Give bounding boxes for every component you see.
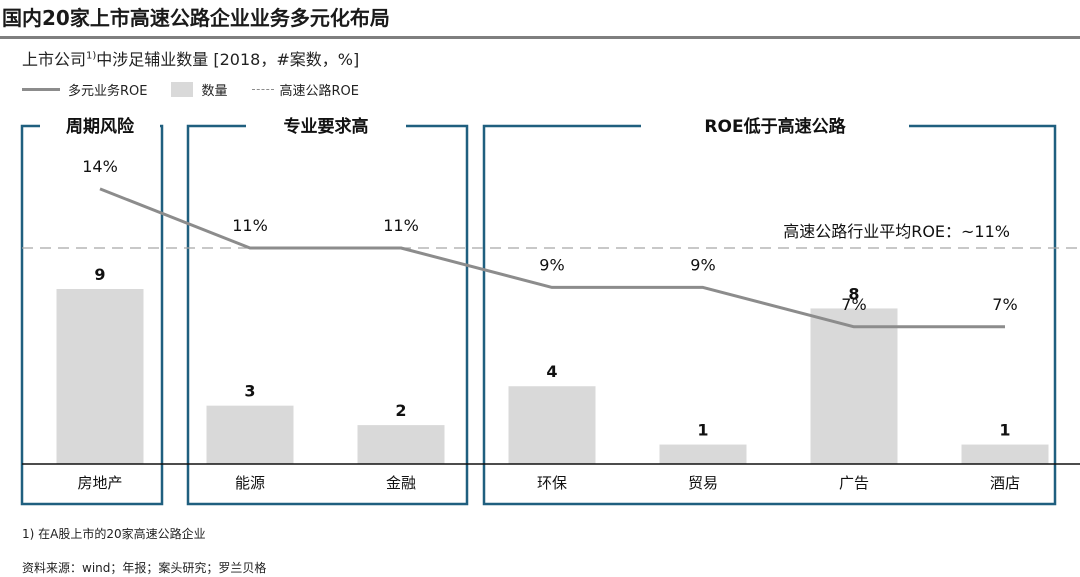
legend-item-avg: 高速公路ROE [251,80,359,99]
bar-value-label-5: 1 [697,421,708,440]
subtitle-main: 上市公司 [22,50,87,69]
legend-bar-swatch [171,82,194,97]
subtitle-footnote-mark: 1) [86,50,97,62]
roe-label-2: 11% [232,216,268,235]
legend-item-bar: 数量 [171,80,228,99]
category-label-5: 贸易 [688,474,718,492]
page-title: 国内20家上市高速公路企业业务多元化布局 [2,6,390,30]
roe-label-6: 7% [841,295,866,314]
roe-line-series [99,187,1005,329]
group-title-bg-1 [40,114,160,138]
bar-value-label-1: 9 [94,265,105,284]
category-label-6: 广告 [839,474,869,492]
title-divider [0,36,1080,39]
roe-label-5: 9% [690,255,715,274]
chart-legend: 多元业务ROE 数量 高速公路ROE [22,80,383,99]
bar-value-label-6: 8 [848,284,859,303]
bar-7 [961,444,1049,464]
group-title-3: ROE低于高速公路 [704,116,846,137]
legend-avg-label: 高速公路ROE [279,84,359,99]
legend-line-label: 多元业务ROE [68,84,148,99]
bar-4 [508,386,596,464]
bar-5 [659,444,747,464]
group-title-bg-3 [641,114,909,138]
bar-value-label-4: 4 [546,362,557,381]
bar-1 [56,289,144,464]
legend-dash-swatch [251,89,274,90]
group-title-bg-2 [246,114,406,138]
subtitle-rest: 中涉足辅业数量 [2018，#案数，%] [96,50,360,69]
source-note: 资料来源：wind；年报；案头研究；罗兰贝格 [22,561,267,575]
chart-subtitle: 上市公司1)中涉足辅业数量 [2018，#案数，%] [22,46,359,70]
roe-label-1: 14% [82,157,118,176]
bar-value-label-7: 1 [999,421,1010,440]
group-title-1: 周期风险 [66,116,135,137]
category-label-1: 房地产 [77,474,122,492]
avg-roe-reference-label: 高速公路行业平均ROE：~11% [783,222,1010,241]
bar-3 [357,425,445,464]
roe-label-4: 9% [539,255,564,274]
bar-value-label-3: 2 [395,401,406,420]
category-label-2: 能源 [235,474,265,492]
bar-value-label-2: 3 [244,382,255,401]
roe-label-7: 7% [992,295,1017,314]
roe-label-3: 11% [383,216,419,235]
category-label-3: 金融 [386,474,416,492]
legend-bar-label: 数量 [201,84,228,99]
bar-2 [206,405,294,464]
legend-line-swatch [22,88,60,91]
category-label-4: 环保 [537,474,567,492]
bar-6 [810,308,898,464]
legend-item-line: 多元业务ROE [22,80,147,99]
footnote: 1) 在A股上市的20家高速公路企业 [22,527,206,541]
group-title-2: 专业要求高 [284,116,369,137]
category-label-7: 酒店 [990,474,1020,492]
